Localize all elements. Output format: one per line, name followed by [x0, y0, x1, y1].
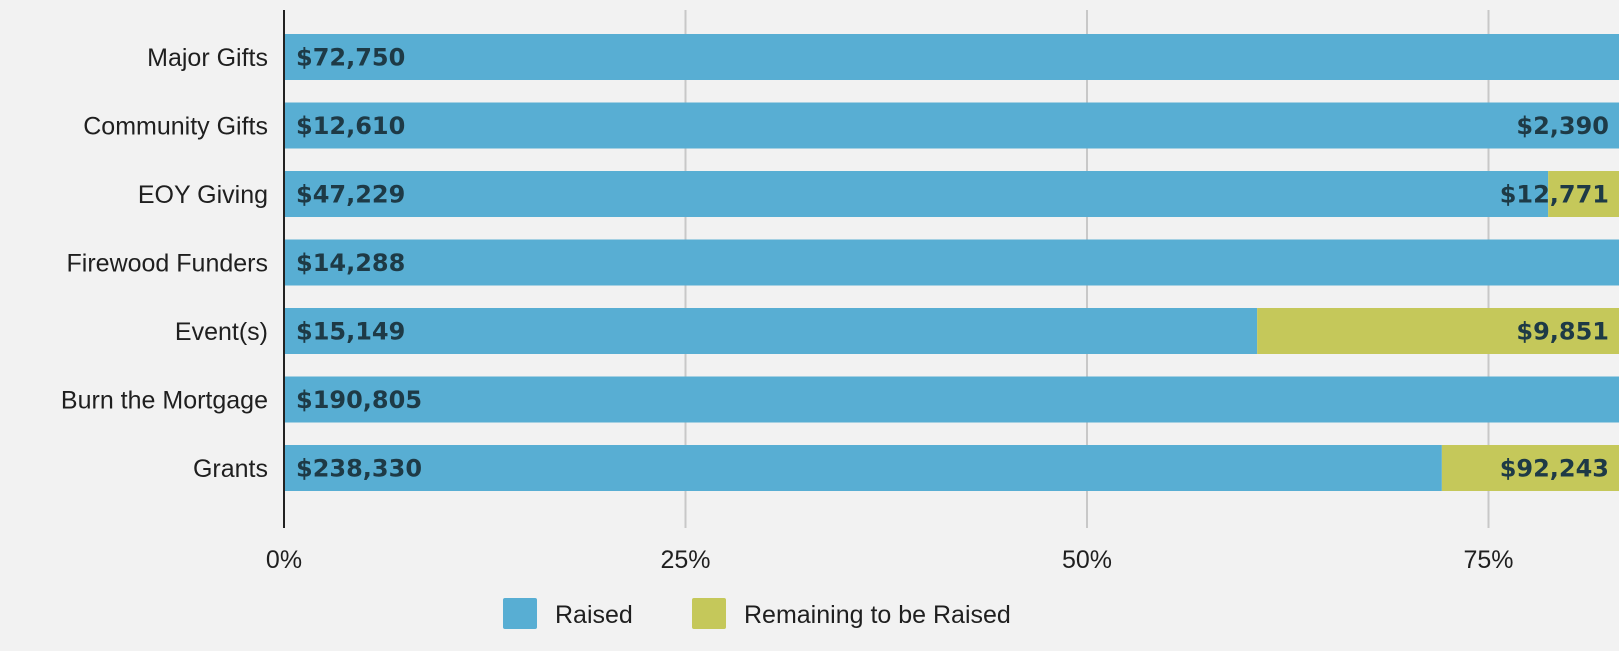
- legend-label: Raised: [555, 601, 633, 629]
- bar-segment-raised: [284, 445, 1442, 491]
- bar-segment-raised: [284, 34, 1619, 80]
- category-label: EOY Giving: [138, 181, 268, 209]
- bar-segment-raised: [284, 239, 1619, 286]
- x-tick-label: 25%: [660, 546, 710, 574]
- bar-segment-raised: [284, 171, 1549, 217]
- legend-label: Remaining to be Raised: [744, 601, 1011, 629]
- category-label: Firewood Funders: [67, 250, 268, 278]
- data-label: $12,771: [1500, 181, 1609, 209]
- data-label: $15,149: [296, 318, 405, 346]
- bars: [284, 34, 1619, 491]
- bar-segment-raised: [284, 376, 1619, 423]
- bar-segment-remaining: [1441, 445, 1619, 491]
- data-label: $190,805: [296, 386, 422, 414]
- x-tick-label: 50%: [1062, 546, 1112, 574]
- category-label: Burn the Mortgage: [61, 387, 268, 415]
- category-label: Community Gifts: [83, 113, 268, 141]
- data-label: $238,330: [296, 455, 422, 483]
- x-tick-label: 0%: [266, 546, 302, 574]
- legend-swatch: [692, 598, 726, 629]
- data-label: $47,229: [296, 181, 405, 209]
- legend: Raised Remaining to be Raised: [503, 598, 1011, 629]
- category-label: Event(s): [175, 318, 268, 346]
- data-label: $14,288: [296, 249, 405, 277]
- data-label: $2,390: [1516, 112, 1609, 140]
- data-label: $92,243: [1500, 455, 1609, 483]
- data-label: $12,610: [296, 112, 405, 140]
- bar-segment-raised: [284, 308, 1258, 354]
- axes: 0% 25% 50% 75% Major Gifts Community Gifts EOY…: [61, 10, 1514, 574]
- bar-segment-raised: [284, 102, 1619, 149]
- data-labels: $72,750 $12,610 $2,390 $47,229 $12,771 $14,28…: [296, 44, 1609, 483]
- data-label: $9,851: [1516, 318, 1609, 346]
- category-label: Grants: [193, 455, 268, 483]
- category-label: Major Gifts: [147, 44, 268, 72]
- bar-segment-remaining: [1548, 171, 1619, 217]
- data-label: $72,750: [296, 44, 405, 72]
- legend-swatch: [503, 598, 537, 629]
- bar-segment-remaining: [1257, 308, 1619, 354]
- x-tick-label: 75%: [1463, 546, 1513, 574]
